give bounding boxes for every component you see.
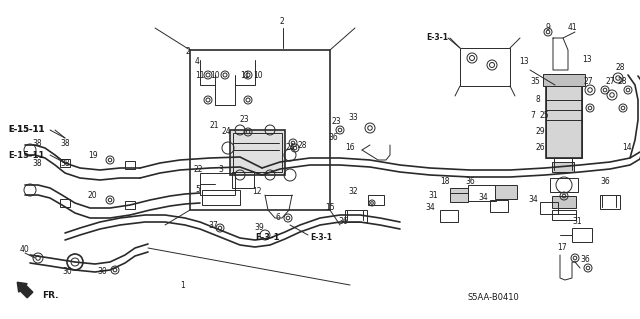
Text: 34: 34 [478, 194, 488, 203]
Text: 35: 35 [530, 78, 540, 86]
Text: 5: 5 [195, 186, 200, 195]
Text: 10: 10 [210, 70, 220, 79]
Bar [450, 188, 468, 202]
Text: E-15-11: E-15-11 [8, 151, 44, 160]
Text: 36: 36 [338, 218, 348, 226]
Text: 19: 19 [88, 151, 98, 160]
Text: 30: 30 [97, 268, 107, 277]
Text: 10: 10 [253, 70, 262, 79]
Text: 16: 16 [345, 144, 355, 152]
Bar [125, 161, 135, 169]
Bar [546, 78, 582, 158]
Bar [368, 195, 384, 205]
Text: 14: 14 [622, 144, 632, 152]
Text: E-3-1: E-3-1 [255, 234, 280, 242]
Bar [495, 185, 517, 199]
Text: 22: 22 [194, 166, 204, 174]
Text: 36: 36 [580, 256, 589, 264]
Text: 23: 23 [240, 115, 250, 124]
Text: 29: 29 [536, 128, 546, 137]
Text: 11: 11 [240, 70, 250, 79]
Bar [540, 202, 558, 214]
Text: 38: 38 [32, 138, 42, 147]
Text: 36: 36 [465, 177, 475, 187]
Text: 30: 30 [62, 268, 72, 277]
Text: 15: 15 [325, 204, 335, 212]
Text: 25: 25 [539, 110, 548, 120]
Text: 13: 13 [582, 56, 591, 64]
Text: 8: 8 [536, 95, 541, 105]
Bar [572, 228, 592, 242]
Text: E-3-1: E-3-1 [426, 33, 448, 42]
Bar [230, 130, 285, 175]
Text: 28: 28 [298, 140, 307, 150]
Text: 17: 17 [557, 243, 567, 253]
Text: E-3-1: E-3-1 [310, 234, 332, 242]
Text: 18: 18 [440, 177, 449, 187]
Text: 38: 38 [60, 159, 70, 167]
Text: 33: 33 [348, 114, 358, 122]
Text: 26: 26 [536, 144, 546, 152]
Bar [552, 210, 576, 220]
Text: 12: 12 [252, 188, 262, 197]
Bar [552, 162, 574, 172]
Text: 39: 39 [254, 224, 264, 233]
Text: 27: 27 [605, 78, 614, 86]
Text: 36: 36 [328, 133, 338, 143]
Bar [490, 200, 508, 212]
Bar [460, 48, 510, 86]
Text: 6: 6 [276, 213, 281, 222]
Text: 13: 13 [519, 57, 529, 66]
Text: 7: 7 [530, 110, 535, 120]
Text: 31: 31 [428, 190, 438, 199]
Text: 34: 34 [425, 204, 435, 212]
Text: E-15-11: E-15-11 [8, 125, 44, 135]
Text: 28: 28 [618, 78, 627, 86]
Text: 32: 32 [348, 188, 358, 197]
Text: 31: 31 [572, 218, 582, 226]
Text: 40: 40 [20, 246, 29, 255]
Text: 20: 20 [88, 190, 98, 199]
Bar [440, 210, 458, 222]
Bar [125, 201, 135, 209]
Bar [543, 74, 585, 86]
Bar [190, 50, 330, 210]
Text: S5AA-B0410: S5AA-B0410 [468, 293, 520, 302]
Text: 23: 23 [332, 117, 342, 127]
Text: 41: 41 [568, 24, 578, 33]
Text: 37: 37 [208, 220, 218, 229]
Text: 21: 21 [210, 121, 220, 130]
Bar [60, 199, 70, 207]
Bar [233, 133, 282, 172]
Bar [552, 196, 576, 208]
Text: 24: 24 [222, 128, 232, 137]
Bar [546, 78, 582, 158]
Text: 38: 38 [60, 138, 70, 147]
Text: 11: 11 [195, 70, 205, 79]
Bar [202, 190, 240, 205]
Text: 9: 9 [545, 24, 550, 33]
Text: 34: 34 [528, 196, 538, 204]
Bar [200, 173, 235, 195]
Text: 24: 24 [285, 144, 294, 152]
Text: 27: 27 [584, 78, 594, 86]
Text: 38: 38 [32, 159, 42, 167]
Bar [550, 178, 578, 192]
Text: 3: 3 [218, 166, 223, 174]
Bar [600, 195, 620, 209]
Bar [554, 158, 572, 170]
Text: 4: 4 [195, 57, 200, 66]
Text: 1: 1 [180, 280, 185, 290]
Text: FR.: FR. [42, 291, 58, 300]
Bar [60, 159, 70, 167]
Bar [345, 210, 367, 222]
Bar [232, 172, 254, 188]
Bar [468, 185, 496, 201]
Text: E-15-11: E-15-11 [8, 125, 44, 135]
Text: 2: 2 [280, 18, 285, 26]
Text: 36: 36 [600, 177, 610, 187]
Text: 2: 2 [185, 48, 189, 56]
Text: 28: 28 [615, 63, 625, 72]
FancyArrow shape [17, 282, 33, 298]
